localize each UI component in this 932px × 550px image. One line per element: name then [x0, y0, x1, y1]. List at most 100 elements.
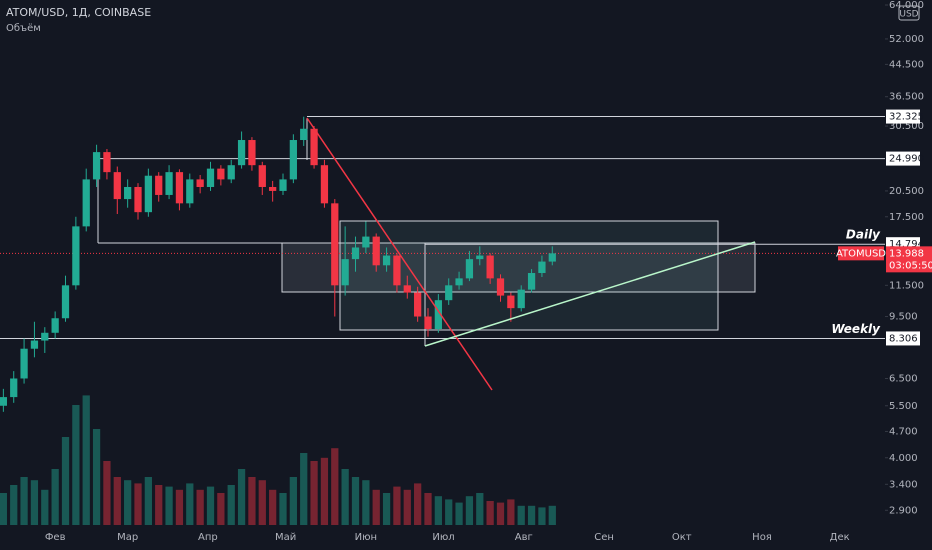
candle-body: [372, 236, 380, 266]
candle-body: [341, 259, 349, 286]
candle-body: [496, 278, 505, 296]
volume-bar: [341, 469, 349, 525]
volume-bar: [248, 477, 256, 525]
volume-bar: [258, 480, 266, 525]
candle-body: [0, 397, 7, 406]
volume-bar: [351, 477, 360, 525]
currency-box[interactable]: [898, 5, 920, 21]
candle-body: [248, 140, 256, 166]
volume-bar: [414, 483, 422, 525]
y-tick-label: 5.500: [889, 401, 918, 412]
candle-body: [310, 128, 318, 166]
level-label: 8.306: [889, 333, 918, 344]
candle-body: [103, 152, 111, 173]
candle-body: [455, 278, 463, 286]
level-label: 14.794: [889, 239, 924, 250]
candle-body: [124, 186, 132, 200]
candle-body: [165, 172, 173, 195]
y-tick-label: 30.500: [889, 121, 924, 132]
x-tick-label: Июн: [355, 532, 377, 543]
candle-body: [10, 378, 18, 398]
symbol-title: ATOM/USD, 1Д, COINBASE: [6, 6, 151, 19]
candle-body: [289, 140, 297, 180]
candle-body: [30, 340, 39, 349]
level-annotation: Weekly: [831, 322, 881, 336]
ticker-box: [838, 246, 884, 261]
candle-body: [434, 300, 442, 330]
y-tick-label: 44.500: [889, 59, 924, 70]
candle-body: [538, 261, 546, 274]
candle-body: [144, 175, 152, 213]
y-tick-label: 17.500: [889, 212, 924, 223]
volume-bar: [41, 489, 49, 525]
volume-bar: [403, 489, 411, 525]
level-label-box: [886, 151, 920, 166]
volume-bar: [445, 499, 453, 525]
candle-body: [72, 226, 80, 286]
level-label-box: [886, 109, 920, 124]
volume-bar: [476, 493, 484, 525]
candle-body: [269, 186, 277, 191]
y-tick-label: 3.400: [889, 479, 918, 490]
candle-body: [61, 285, 70, 319]
y-tick-label: 52.000: [889, 34, 924, 45]
volume-bar: [517, 505, 525, 525]
volume-bar: [72, 405, 80, 525]
volume-bar: [217, 493, 225, 525]
volume-bar: [455, 502, 463, 525]
y-tick-label: 6.500: [889, 373, 918, 384]
candle-body: [517, 289, 525, 309]
candle-body: [445, 285, 453, 301]
volume-bar: [393, 486, 401, 525]
trend-line: [306, 117, 493, 391]
volume-bar: [424, 493, 432, 525]
volume-bar: [289, 477, 297, 525]
candle-body: [258, 165, 266, 187]
price-axis: [885, 0, 932, 550]
volume-bar: [486, 501, 494, 525]
candle-body: [362, 236, 370, 248]
volume-bar: [548, 505, 556, 525]
candle-body: [134, 186, 142, 213]
level-label: 24.990: [889, 154, 924, 165]
candle-body: [155, 175, 163, 195]
trend-line: [424, 241, 756, 347]
candle-body: [465, 259, 474, 279]
volume-bar: [30, 480, 39, 525]
candle-body: [227, 165, 235, 180]
candle-body: [82, 179, 90, 227]
volume-bar: [61, 437, 70, 525]
volume-bar: [124, 480, 132, 525]
candle-body: [196, 179, 204, 187]
volume-bar: [434, 496, 442, 525]
volume-bar: [496, 502, 505, 525]
y-tick-label: 36.500: [889, 92, 924, 103]
level-label-box: [886, 331, 920, 346]
candle-body: [393, 255, 401, 286]
candle-body: [300, 128, 308, 141]
volume-bar: [237, 469, 246, 525]
candle-body: [382, 255, 391, 266]
volume-bar: [20, 477, 28, 525]
candle-body: [548, 253, 556, 262]
candle-body: [414, 292, 422, 317]
volume-bar: [92, 429, 101, 525]
candle-body: [206, 168, 215, 187]
volume-bar: [507, 499, 515, 525]
x-tick-label: Сен: [594, 532, 614, 543]
volume-bar: [269, 489, 277, 525]
last-price-box: [886, 246, 932, 273]
candle-body: [320, 165, 329, 204]
volume-bar: [320, 457, 329, 525]
volume-bar: [165, 486, 173, 525]
x-tick-label: Дек: [830, 532, 850, 543]
candle-body: [331, 203, 339, 286]
y-tick-label: 11.500: [889, 280, 924, 291]
candle-body: [507, 295, 515, 309]
candle-body: [237, 140, 246, 166]
y-tick-label: 4.700: [889, 426, 918, 437]
countdown-label: 03:05:50: [889, 260, 932, 271]
currency: USD: [899, 10, 918, 20]
volume-bar: [300, 453, 308, 525]
